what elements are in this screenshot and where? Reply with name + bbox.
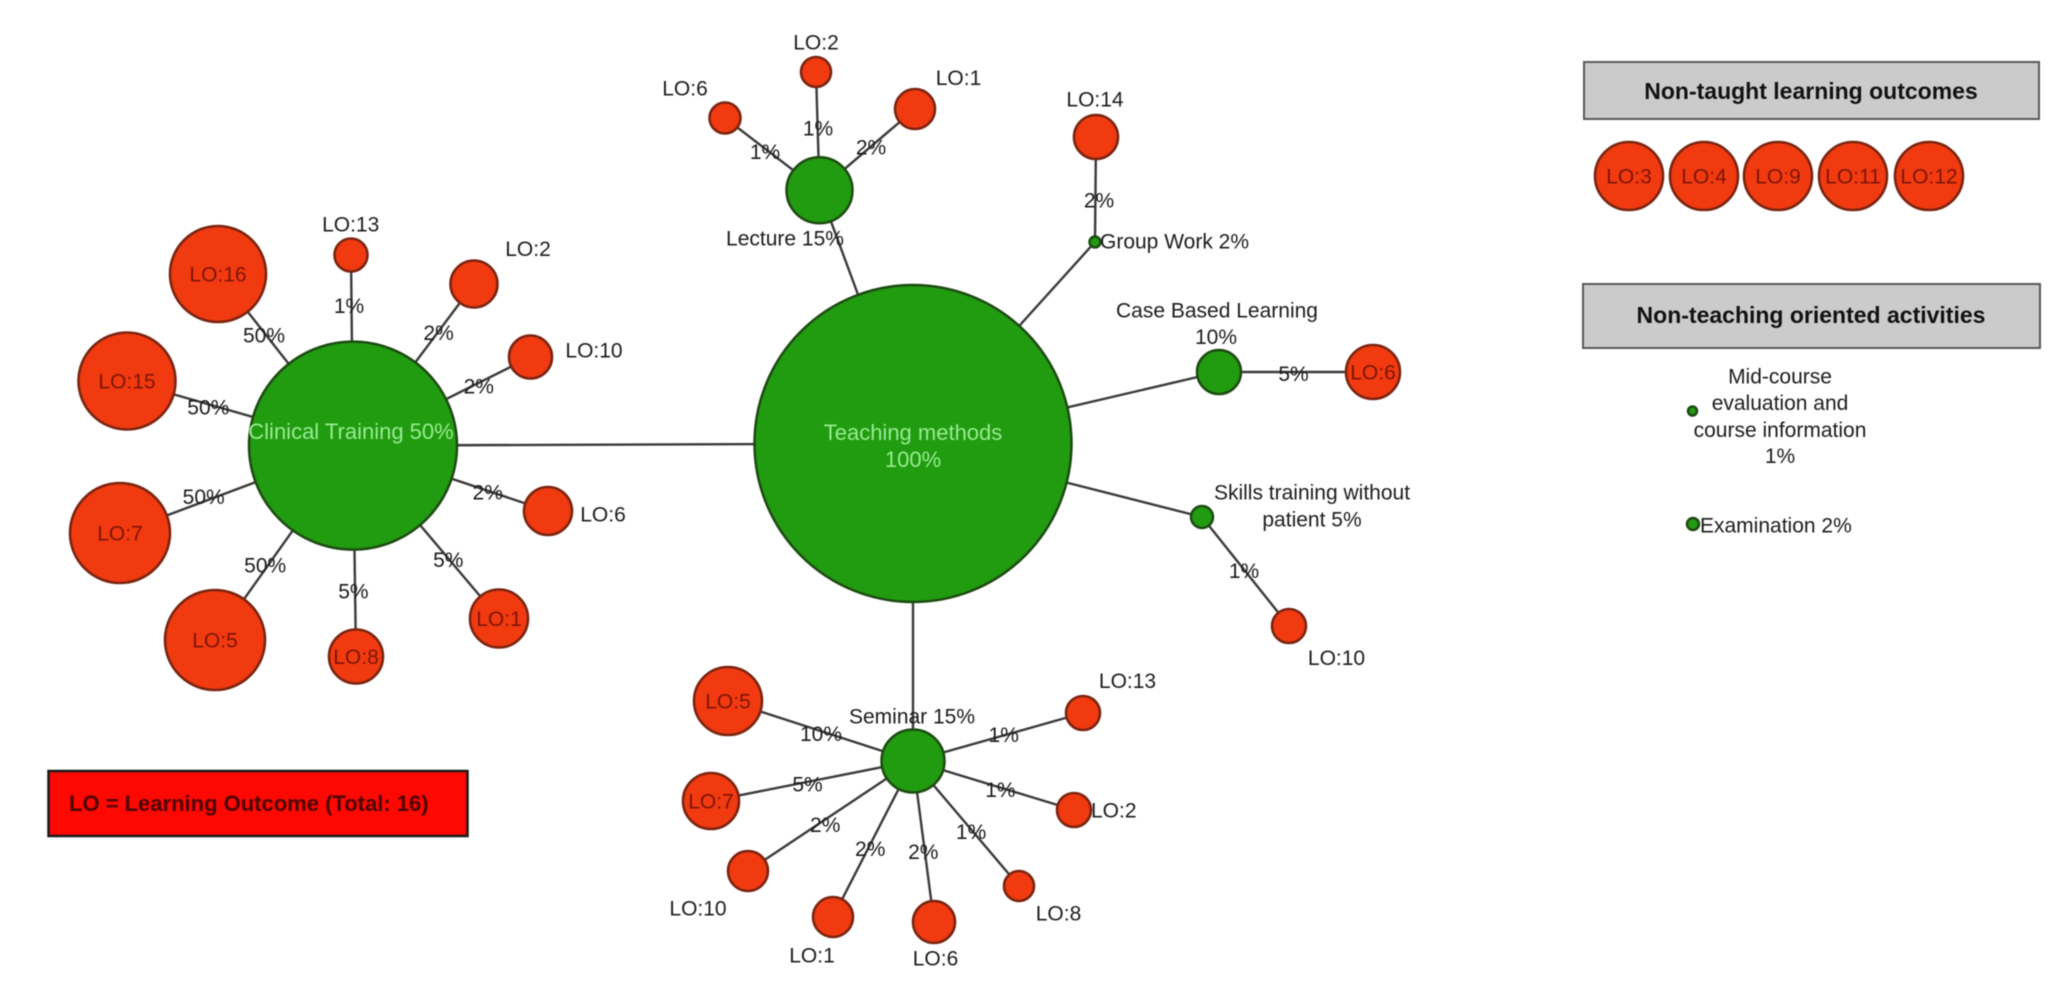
svg-text:LO:10: LO:10 <box>565 340 622 363</box>
svg-text:2%: 2% <box>473 482 503 505</box>
svg-text:patient 5%: patient 5% <box>1262 509 1361 532</box>
svg-text:5%: 5% <box>338 581 368 604</box>
svg-text:LO:3: LO:3 <box>1606 166 1652 189</box>
svg-text:2%: 2% <box>464 375 494 398</box>
svg-text:LO:4: LO:4 <box>1681 166 1727 189</box>
svg-text:10%: 10% <box>800 723 842 746</box>
svg-text:Non-teaching oriented activiti: Non-teaching oriented activities <box>1637 302 1986 328</box>
svg-text:1%: 1% <box>334 295 364 318</box>
svg-text:LO:7: LO:7 <box>97 523 143 546</box>
svg-text:Mid-course: Mid-course <box>1728 366 1832 389</box>
svg-text:1%: 1% <box>1229 560 1259 583</box>
svg-text:Skills training without: Skills training without <box>1214 482 1410 505</box>
svg-text:Non-taught learning outcomes: Non-taught learning outcomes <box>1644 78 1978 104</box>
svg-text:1%: 1% <box>803 118 833 141</box>
svg-text:1%: 1% <box>956 821 986 844</box>
svg-text:LO:5: LO:5 <box>192 630 238 653</box>
svg-text:LO:10: LO:10 <box>669 898 726 921</box>
svg-text:LO:13: LO:13 <box>322 214 379 237</box>
svg-text:2%: 2% <box>856 137 886 160</box>
svg-text:LO:6: LO:6 <box>913 948 959 971</box>
svg-text:50%: 50% <box>243 325 285 348</box>
svg-text:2%: 2% <box>908 841 938 864</box>
svg-text:2%: 2% <box>423 322 453 345</box>
svg-text:Examination 2%: Examination 2% <box>1700 515 1852 538</box>
svg-text:1%: 1% <box>985 779 1015 802</box>
svg-text:100%: 100% <box>885 447 941 472</box>
svg-text:50%: 50% <box>183 486 225 509</box>
svg-text:1%: 1% <box>989 724 1019 747</box>
svg-text:2%: 2% <box>1084 190 1114 213</box>
svg-text:5%: 5% <box>433 549 463 572</box>
svg-text:LO:1: LO:1 <box>936 67 982 90</box>
svg-text:LO:7: LO:7 <box>688 791 734 814</box>
svg-text:LO:16: LO:16 <box>189 264 246 287</box>
svg-text:1%: 1% <box>1765 445 1795 468</box>
svg-text:LO:12: LO:12 <box>1900 166 1957 189</box>
svg-text:LO:8: LO:8 <box>1036 903 1082 926</box>
svg-text:LO:14: LO:14 <box>1066 89 1124 112</box>
svg-text:Clinical Training 50%: Clinical Training 50% <box>248 419 453 444</box>
svg-text:2%: 2% <box>855 838 885 861</box>
svg-text:5%: 5% <box>1278 363 1308 386</box>
svg-text:Case Based Learning: Case Based Learning <box>1116 300 1318 323</box>
svg-text:LO = Learning Outcome (Total:: LO = Learning Outcome (Total: 16) <box>69 791 429 816</box>
svg-text:evaluation and: evaluation and <box>1712 392 1849 415</box>
svg-text:LO:5: LO:5 <box>705 691 751 714</box>
svg-text:LO:1: LO:1 <box>789 945 835 968</box>
svg-text:LO:11: LO:11 <box>1825 166 1881 189</box>
svg-text:LO:2: LO:2 <box>793 32 839 55</box>
svg-text:LO:2: LO:2 <box>505 238 551 261</box>
svg-text:LO:6: LO:6 <box>1350 362 1396 385</box>
svg-text:Teaching methods: Teaching methods <box>824 420 1003 445</box>
svg-text:2%: 2% <box>810 814 840 837</box>
svg-text:LO:15: LO:15 <box>98 371 155 394</box>
svg-text:LO:10: LO:10 <box>1308 647 1365 670</box>
svg-text:LO:6: LO:6 <box>662 78 708 101</box>
svg-text:LO:2: LO:2 <box>1091 800 1137 823</box>
svg-text:Seminar 15%: Seminar 15% <box>849 706 975 729</box>
svg-text:LO:8: LO:8 <box>333 646 379 669</box>
svg-text:LO:9: LO:9 <box>1755 166 1801 189</box>
svg-text:LO:6: LO:6 <box>580 504 626 527</box>
svg-text:Group Work 2%: Group Work 2% <box>1100 231 1249 254</box>
svg-text:LO:1: LO:1 <box>476 608 522 631</box>
svg-text:50%: 50% <box>244 555 286 578</box>
svg-text:LO:13: LO:13 <box>1099 670 1156 693</box>
svg-text:Lecture 15%: Lecture 15% <box>726 228 844 251</box>
svg-text:1%: 1% <box>750 141 780 164</box>
svg-text:course information: course information <box>1694 419 1867 442</box>
svg-text:10%: 10% <box>1195 326 1237 349</box>
svg-text:50%: 50% <box>187 397 229 420</box>
svg-text:5%: 5% <box>792 774 822 797</box>
